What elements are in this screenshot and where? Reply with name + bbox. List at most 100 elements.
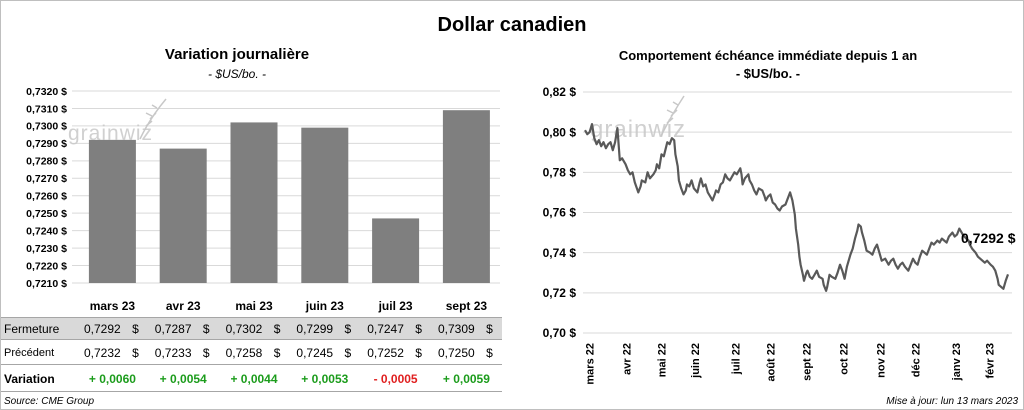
watermark-wheat-icon <box>660 95 685 137</box>
x-tick-label-mai-23: mai 23 <box>235 299 273 313</box>
x-tick-label-juin-22: juin 22 <box>690 343 702 379</box>
line-y-tick-label: 0,80 $ <box>543 125 577 139</box>
x-tick-label-nov-22: nov 22 <box>876 343 888 378</box>
last-price-annotation: 0,7292 $ <box>961 230 1016 246</box>
fermeture-cell: 0,7292 $ <box>77 322 148 336</box>
precedent-cell: 0,7258 $ <box>219 346 290 360</box>
bar-chart-title: Variation journalière <box>164 46 310 63</box>
precedent-value: 0,7232 <box>84 345 121 360</box>
variation-value: + 0,0044 <box>230 371 278 386</box>
line-y-tick-label: 0,70 $ <box>543 326 577 340</box>
x-tick-label-avr-23: avr 23 <box>166 299 201 313</box>
bar-chart-bars <box>88 110 490 284</box>
precedent-cell: 0,7252 $ <box>360 346 431 360</box>
x-tick-label-oct-22: oct 22 <box>838 343 850 375</box>
line-chart-subtitle: - $US/bo. - <box>735 66 801 81</box>
x-tick-label-dec-22: déc 22 <box>910 343 922 377</box>
line-y-tick-label: 0,74 $ <box>543 246 577 260</box>
watermark-wheat-icon <box>139 98 167 140</box>
currency-symbol: $ <box>486 345 493 360</box>
currency-symbol: $ <box>132 321 139 336</box>
precedent-value: 0,7245 <box>296 345 334 360</box>
x-tick-label-mai-22: mai 22 <box>656 343 668 377</box>
bar-chart-subtitle: - $US/bo. - <box>207 67 267 81</box>
precedent-cell: 0,7245 $ <box>289 346 360 360</box>
currency-symbol: $ <box>202 345 210 360</box>
watermark-logo-left: grainwiz <box>68 122 153 145</box>
precedent-value: 0,7252 <box>367 345 404 360</box>
currency-symbol: $ <box>132 345 139 360</box>
bar-y-tick-label: 0,7260 $ <box>26 191 67 203</box>
currency-symbol: $ <box>486 321 493 336</box>
bar-juin-23 <box>301 127 349 284</box>
watermark-logo-right: grainwiz <box>590 116 686 143</box>
line-chart-gridlines <box>583 91 1012 334</box>
variation-row-label: Variation <box>4 371 55 386</box>
precedent-cell: 0,7250 $ <box>431 346 502 360</box>
line-chart-series <box>584 123 1010 292</box>
bar-y-tick-label: 0,7250 $ <box>26 208 67 220</box>
bar-y-tick-label: 0,7240 $ <box>26 225 67 237</box>
x-tick-label-juil-22: juil 22 <box>731 343 743 375</box>
line-chart-title: Comportement échéance immédiate depuis 1… <box>618 48 918 63</box>
x-tick-label-juil-23: juil 23 <box>378 299 413 313</box>
currency-symbol: $ <box>273 321 281 336</box>
fermeture-cell: 0,7309 $ <box>431 322 502 336</box>
update-timestamp: Mise à jour: lun 13 mars 2023 <box>886 396 1018 407</box>
line-y-tick-label: 0,72 $ <box>543 286 577 300</box>
bar-y-tick-label: 0,7230 $ <box>26 243 67 255</box>
bar-y-tick-label: 0,7220 $ <box>26 260 67 272</box>
bar-y-tick-label: 0,7210 $ <box>26 278 67 290</box>
bar-chart-x-axis: mars 23 avr 23 mai 23 juin 23 juil 23 sept 23 <box>90 299 488 313</box>
bar-chart-y-axis: 0,7210 $ 0,7220 $ 0,7230 $ 0,7240 $ 0,7250 $… <box>26 86 67 290</box>
currency-symbol: $ <box>202 321 210 336</box>
x-tick-label-avr-22: avr 22 <box>622 343 634 375</box>
variation-value: + 0,0059 <box>442 371 490 386</box>
source-note: Source: CME Group <box>4 396 95 407</box>
currency-symbol: $ <box>415 345 422 360</box>
precedent-value: 0,7250 <box>437 345 475 360</box>
variation-value: + 0,0053 <box>301 371 349 386</box>
x-tick-label-mars-22: mars 22 <box>585 343 597 385</box>
bar-y-tick-label: 0,7320 $ <box>26 86 67 98</box>
fermeture-cell: 0,7287 $ <box>148 322 219 336</box>
x-tick-label-aout-22: août 22 <box>765 343 777 382</box>
bar-mars-23 <box>88 139 136 283</box>
currency-symbol: $ <box>344 345 352 360</box>
fermeture-value: 0,7302 <box>225 321 263 336</box>
variation-row: Variation + 0,0060 + 0,0054 + 0,0044 + 0,005… <box>0 366 502 392</box>
line-y-tick-label: 0,76 $ <box>543 206 577 220</box>
bar-chart-gridlines <box>72 90 500 284</box>
variation-value: + 0,0054 <box>159 371 207 386</box>
precedent-cell: 0,7232 $ <box>77 346 148 360</box>
x-tick-label-sept-23: sept 23 <box>446 299 488 313</box>
currency-symbol: $ <box>344 321 352 336</box>
fermeture-cell: 0,7299 $ <box>289 322 360 336</box>
precedent-value: 0,7258 <box>225 345 263 360</box>
fermeture-value: 0,7309 <box>437 321 475 336</box>
bar-juil-23 <box>372 218 420 283</box>
precedent-row-label: Précédent <box>4 346 55 359</box>
line-y-tick-label: 0,78 $ <box>543 166 577 180</box>
bar-y-tick-label: 0,7310 $ <box>26 103 67 115</box>
x-tick-label-juin-23: juin 23 <box>305 299 344 313</box>
page-title: Dollar canadien <box>437 14 587 36</box>
line-chart-y-axis: 0,70 $ 0,72 $ 0,74 $ 0,76 $ 0,78 $ 0,80 $ 0,82… <box>543 85 577 340</box>
variation-value: + 0,0060 <box>88 371 136 386</box>
bar-y-tick-label: 0,7300 $ <box>26 121 67 133</box>
bar-y-tick-label: 0,7270 $ <box>26 173 67 185</box>
precedent-row: Précédent 0,7232 $0,7233 $0,7258 $0,7245 $0,7… <box>0 341 502 365</box>
fermeture-cell: 0,7302 $ <box>219 322 290 336</box>
precedent-value: 0,7233 <box>154 345 192 360</box>
bar-sept-23 <box>442 110 490 283</box>
x-tick-label-janv-23: janv 23 <box>951 343 963 381</box>
fermeture-value: 0,7287 <box>154 321 192 336</box>
precedent-cell: 0,7233 $ <box>148 346 219 360</box>
fermeture-value: 0,7299 <box>296 321 334 336</box>
x-tick-label-sept-22: sept 22 <box>801 343 813 381</box>
currency-symbol: $ <box>415 321 422 336</box>
x-tick-label-mars-23: mars 23 <box>90 299 136 313</box>
currency-symbol: $ <box>273 345 281 360</box>
